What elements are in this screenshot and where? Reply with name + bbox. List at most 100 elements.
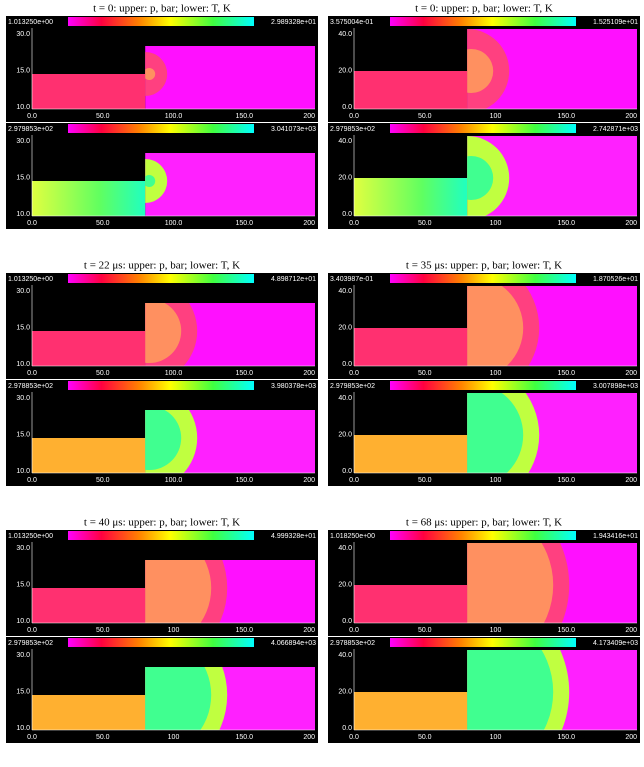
x-tick-label: 100	[490, 734, 502, 741]
colorbar	[68, 381, 254, 390]
x-tick-label: 50.0	[96, 627, 110, 634]
y-tick-label: 15.0	[16, 174, 30, 181]
x-tick-label: 50.0	[418, 477, 432, 484]
panel: t = 0: upper: p, bar; lower: T, K 1.01325…	[6, 3, 318, 229]
x-tick-label: 0.0	[27, 220, 37, 227]
x-tick-label: 0.0	[27, 370, 37, 377]
colorbar-min: 2.979853e+02	[8, 126, 53, 133]
y-tick-label: 10.0	[16, 211, 30, 218]
colorbar-min: 2.979853e+02	[8, 640, 53, 647]
colorbar-min: 3.575004e-01	[330, 19, 373, 26]
y-tick-label: 40.0	[338, 288, 352, 295]
colorbar-min: 3.403987e-01	[330, 276, 373, 283]
x-tick-label: 100	[490, 627, 502, 634]
x-tick-label: 200	[625, 220, 637, 227]
field-channel	[354, 71, 468, 109]
field-channel	[354, 328, 468, 366]
x-tick-label: 50.0	[418, 220, 432, 227]
x-tick-label: 0.0	[349, 113, 359, 120]
shock-region	[145, 52, 168, 96]
colorbar-max: 4.173409e+03	[593, 640, 638, 647]
y-tick-label: 10.0	[16, 618, 30, 625]
colorbar	[390, 274, 576, 283]
field-channel	[32, 181, 146, 216]
panel-title: t = 0: upper: p, bar; lower: T, K	[415, 3, 553, 15]
x-tick-label: 200	[625, 734, 637, 741]
colorbar-min: 2.979853e+02	[330, 383, 375, 390]
shock-core	[467, 650, 554, 730]
y-tick-label: 20.0	[338, 324, 352, 331]
x-tick-label: 100	[168, 627, 180, 634]
colorbar-min: 1.013250e+00	[8, 533, 53, 540]
y-tick-label: 15.0	[16, 688, 30, 695]
y-tick-label: 30.0	[16, 31, 30, 38]
shock-core	[145, 68, 156, 80]
shock-core	[145, 175, 156, 187]
shock-core	[145, 410, 182, 470]
y-tick-label: 40.0	[338, 652, 352, 659]
y-tick-label: 40.0	[338, 138, 352, 145]
y-tick-label: 15.0	[16, 581, 30, 588]
colorbar-min: 1.018250e+00	[330, 533, 375, 540]
x-tick-label: 150.0	[557, 113, 575, 120]
y-tick-label: 40.0	[338, 545, 352, 552]
x-tick-label: 100	[490, 370, 502, 377]
x-tick-label: 50.0	[96, 113, 110, 120]
field-channel	[32, 331, 146, 366]
shock-core	[467, 156, 494, 200]
field-wide	[145, 153, 315, 216]
field-channel	[354, 585, 468, 623]
y-tick-label: 0.0	[342, 211, 352, 218]
colorbar-max: 4.999328e+01	[271, 533, 316, 540]
x-tick-label: 200	[625, 627, 637, 634]
y-tick-label: 0.0	[342, 468, 352, 475]
y-tick-label: 30.0	[16, 288, 30, 295]
y-tick-label: 20.0	[338, 688, 352, 695]
panel-title: t = 40 μs: upper: p, bar; lower: T, K	[84, 517, 240, 529]
y-tick-label: 20.0	[338, 67, 352, 74]
x-tick-label: 50.0	[418, 370, 432, 377]
y-tick-label: 20.0	[338, 581, 352, 588]
colorbar-max: 2.989328e+01	[271, 19, 316, 26]
x-tick-label: 100	[490, 220, 502, 227]
y-tick-label: 30.0	[16, 395, 30, 402]
y-tick-label: 15.0	[16, 324, 30, 331]
shock-core	[145, 303, 182, 363]
x-tick-label: 0.0	[349, 220, 359, 227]
colorbar-max: 1.525109e+01	[593, 19, 638, 26]
x-tick-label: 150.0	[557, 477, 575, 484]
x-tick-label: 200	[303, 113, 315, 120]
field-channel	[32, 438, 146, 473]
colorbar-max: 1.870526e+01	[593, 276, 638, 283]
panel: t = 68 μs: upper: p, bar; lower: T, K 1.0…	[328, 517, 640, 743]
shock-core	[145, 560, 212, 623]
x-tick-label: 0.0	[349, 734, 359, 741]
y-tick-label: 10.0	[16, 725, 30, 732]
x-tick-label: 150.0	[235, 113, 253, 120]
colorbar-max: 1.943416e+01	[593, 533, 638, 540]
x-tick-label: 0.0	[27, 734, 37, 741]
panel-title: t = 22 μs: upper: p, bar; lower: T, K	[84, 260, 240, 272]
x-tick-label: 100.0	[165, 113, 183, 120]
x-tick-label: 150.0	[557, 370, 575, 377]
x-tick-label: 150.0	[557, 220, 575, 227]
x-tick-label: 200	[303, 220, 315, 227]
x-tick-label: 100.0	[165, 220, 183, 227]
y-tick-label: 0.0	[342, 725, 352, 732]
colorbar	[390, 17, 576, 26]
y-tick-label: 15.0	[16, 67, 30, 74]
panel-title: t = 68 μs: upper: p, bar; lower: T, K	[406, 517, 562, 529]
x-tick-label: 50.0	[96, 734, 110, 741]
colorbar	[390, 124, 576, 133]
colorbar	[68, 274, 254, 283]
y-tick-label: 0.0	[342, 361, 352, 368]
y-tick-label: 10.0	[16, 104, 30, 111]
colorbar-max: 4.898712e+01	[271, 276, 316, 283]
panel-title: t = 0: upper: p, bar; lower: T, K	[93, 3, 231, 15]
y-tick-label: 20.0	[338, 174, 352, 181]
x-tick-label: 100.0	[165, 477, 183, 484]
colorbar	[390, 531, 576, 540]
y-tick-label: 30.0	[16, 652, 30, 659]
x-tick-label: 150.0	[557, 627, 575, 634]
